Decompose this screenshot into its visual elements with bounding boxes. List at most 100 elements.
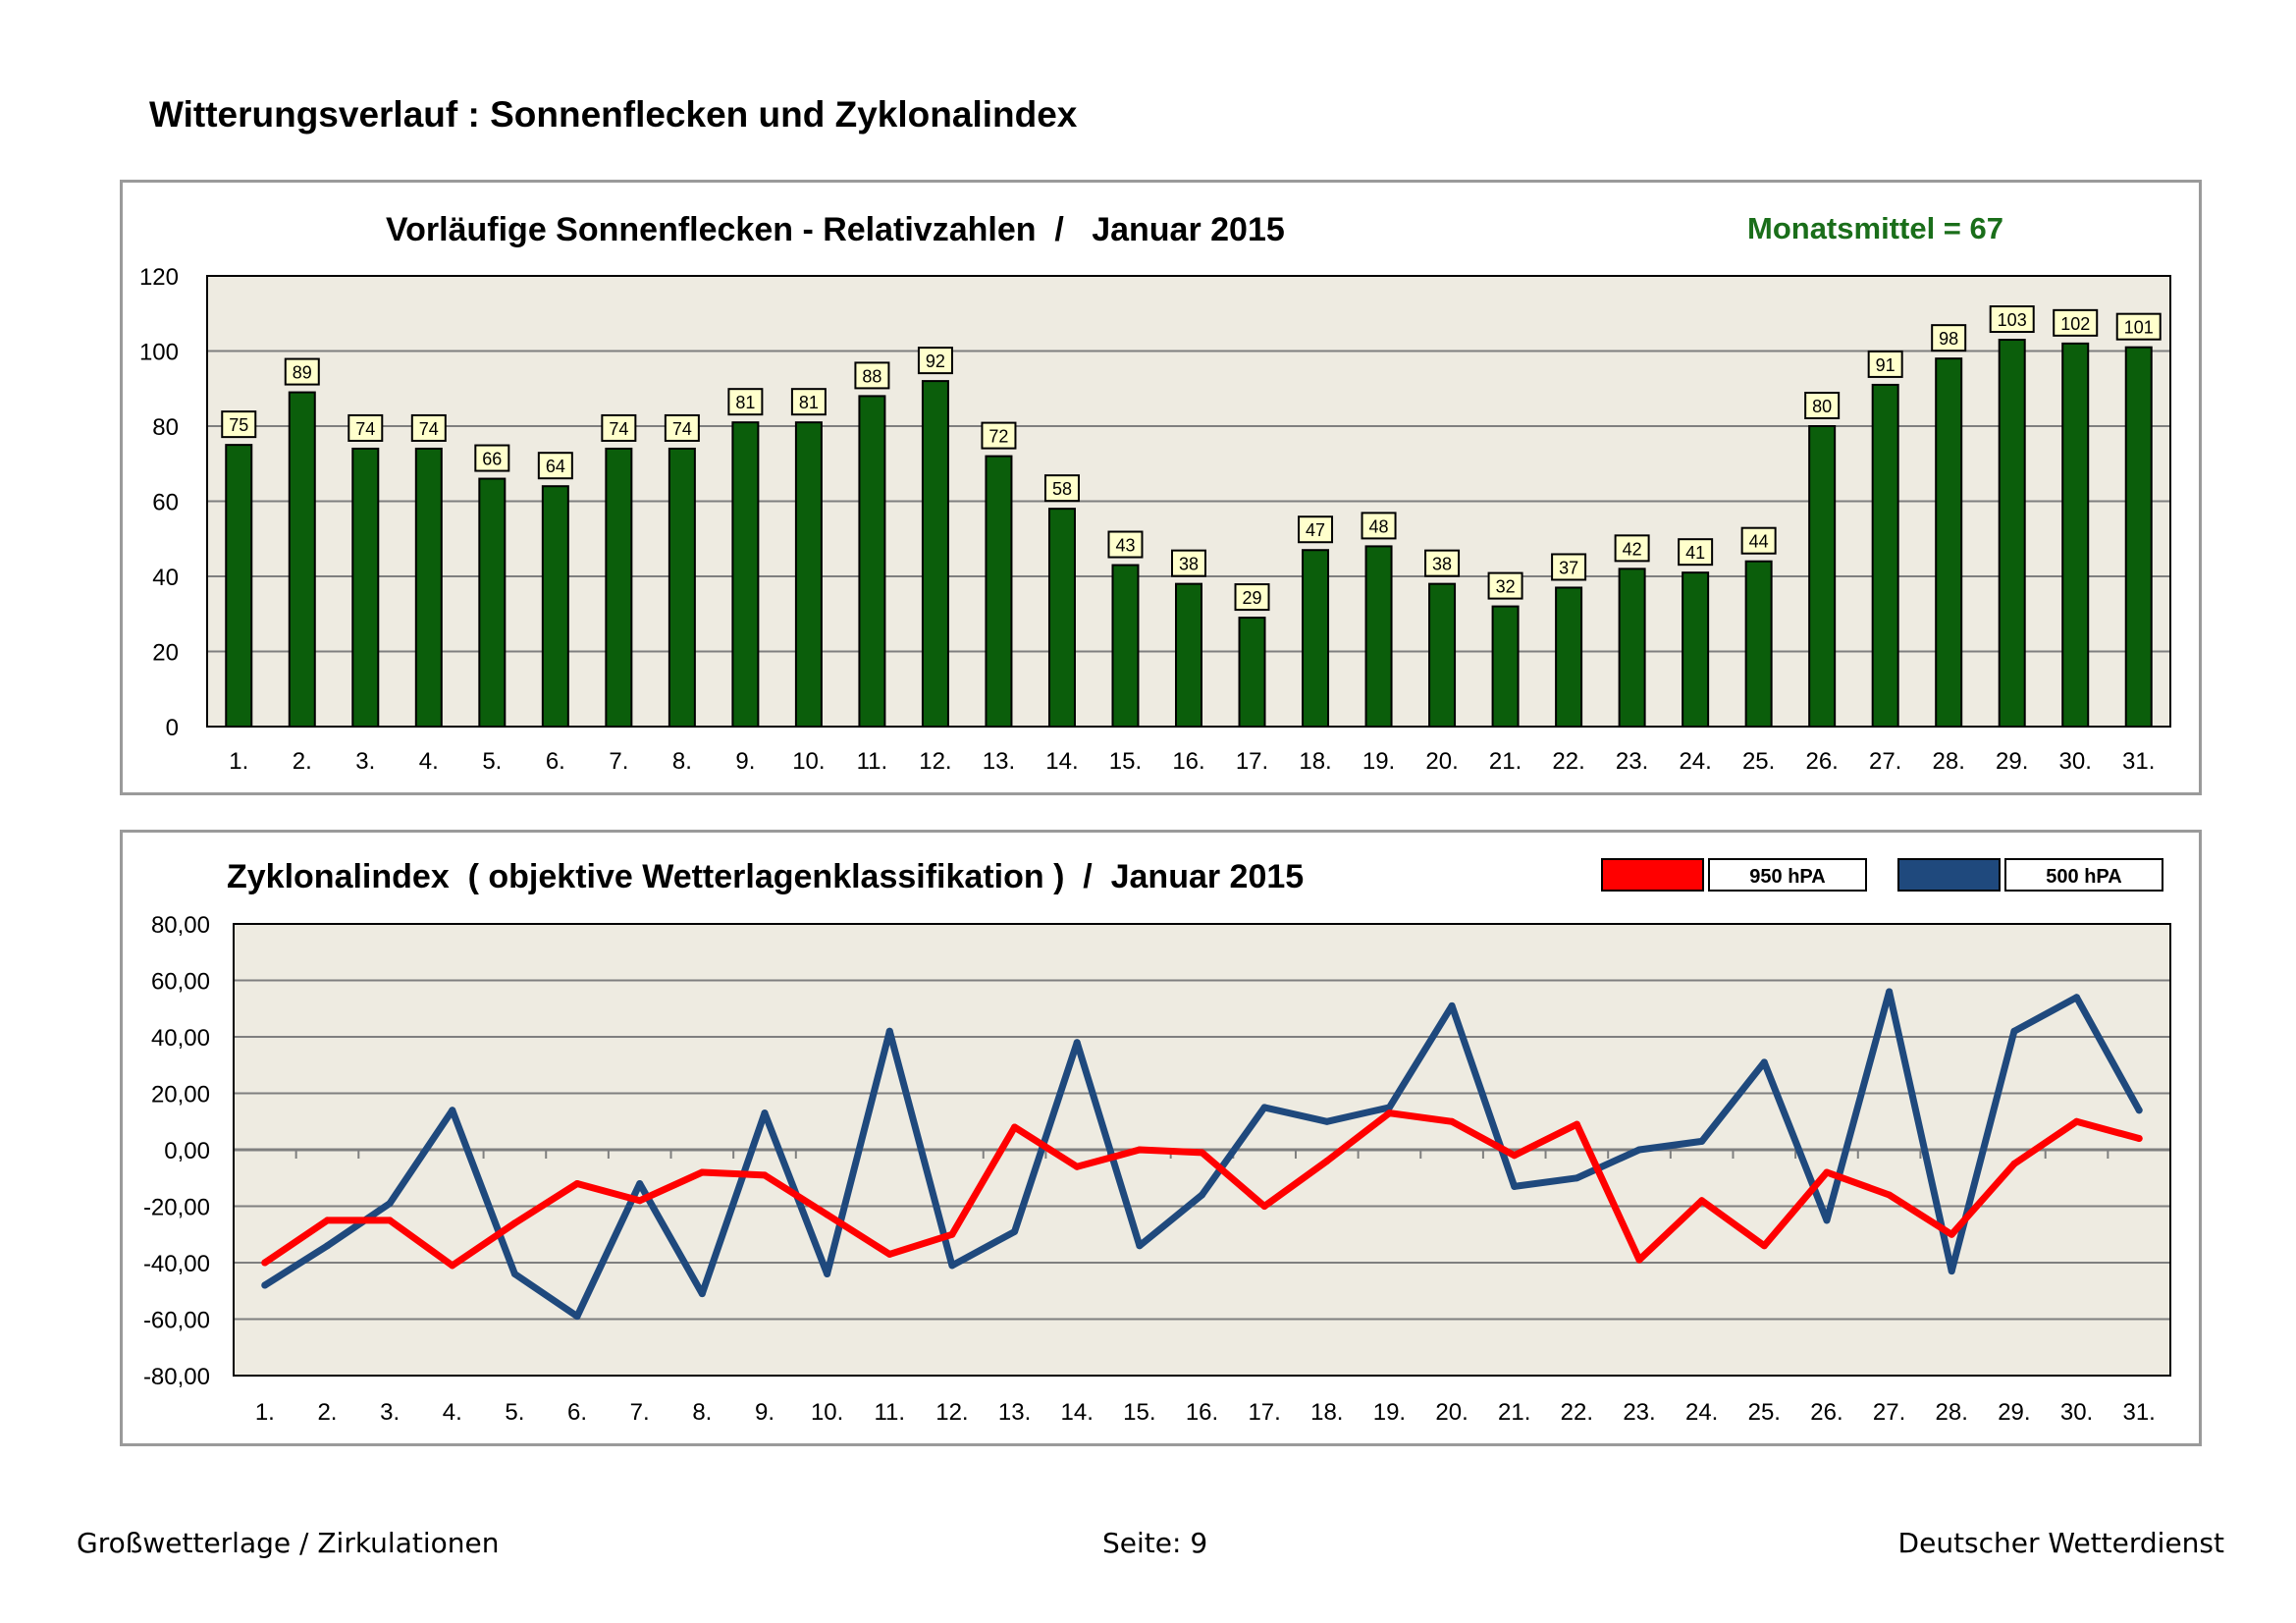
- bar-day-24: [1682, 571, 1710, 728]
- bar-y-tick-label: 40: [152, 565, 179, 591]
- line-x-tick-label: 9.: [755, 1399, 774, 1426]
- data-point-950-hpa: [1698, 1197, 1706, 1205]
- bar-x-tick-label: 24.: [1679, 748, 1711, 775]
- bar-day-26: [1808, 425, 1837, 728]
- bar-value-label-box: [981, 421, 1017, 450]
- line-x-tick-label: 18.: [1310, 1399, 1343, 1426]
- bar-chart-title: Vorläufige Sonnenflecken - Relativzahlen…: [386, 211, 1285, 248]
- data-point-950-hpa: [1073, 1163, 1081, 1170]
- bar-value-label-box: [537, 452, 573, 480]
- bar-day-15: [1111, 564, 1140, 729]
- bar-value-label-box: [1740, 526, 1777, 555]
- bar-value-label-box: [2115, 312, 2162, 341]
- data-point-500-hpa: [1073, 1039, 1081, 1047]
- line-plot-frame: [233, 923, 2171, 1377]
- bar-value-label: 66: [482, 450, 502, 469]
- bar-x-tick-label: 17.: [1236, 748, 1268, 775]
- data-point-950-hpa: [1823, 1168, 1831, 1176]
- bar-value-label: 74: [419, 419, 439, 439]
- bar-value-label: 98: [1939, 329, 1958, 349]
- data-point-950-hpa: [1260, 1203, 1268, 1210]
- bar-day-13: [985, 455, 1013, 728]
- bar-value-label: 29: [1243, 588, 1262, 608]
- bar-value-label-box: [1171, 549, 1206, 577]
- bar-day-10: [794, 421, 823, 728]
- line-x-tick-label: 15.: [1123, 1399, 1155, 1426]
- line-x-tick-label: 26.: [1810, 1399, 1842, 1426]
- line-x-tick-label: 13.: [998, 1399, 1031, 1426]
- bar-day-2: [288, 391, 316, 728]
- data-point-950-hpa: [1948, 1230, 1955, 1238]
- data-point-950-hpa: [1573, 1120, 1580, 1128]
- data-point-500-hpa: [323, 1242, 331, 1250]
- bar-x-tick-label: 18.: [1299, 748, 1331, 775]
- monthly-mean-annotation: Monatsmittel = 67: [1747, 211, 2003, 245]
- bar-value-label-box: [1614, 534, 1650, 563]
- bar-value-label-box: [221, 410, 257, 439]
- data-point-500-hpa: [948, 1262, 956, 1270]
- bar-day-8: [667, 447, 696, 728]
- bar-x-tick-label: 12.: [919, 748, 951, 775]
- bar-value-label: 44: [1749, 532, 1769, 552]
- bar-value-label: 41: [1685, 543, 1705, 563]
- line-y-tick-label: 0,00: [164, 1138, 210, 1164]
- line-x-tick-label: 22.: [1561, 1399, 1593, 1426]
- bar-value-label: 101: [2124, 318, 2154, 338]
- line-x-tick-label: 5.: [505, 1399, 524, 1426]
- bar-value-label: 74: [609, 419, 628, 439]
- line-x-tick-label: 12.: [935, 1399, 968, 1426]
- data-point-950-hpa: [1199, 1149, 1205, 1157]
- data-point-950-hpa: [2010, 1160, 2018, 1167]
- line-x-tick-label: 24.: [1685, 1399, 1718, 1426]
- bar-value-label-box: [2053, 308, 2099, 337]
- bar-x-tick-label: 7.: [609, 748, 628, 775]
- bar-x-tick-label: 6.: [546, 748, 565, 775]
- data-point-500-hpa: [1698, 1137, 1706, 1145]
- bar-value-label: 74: [672, 419, 692, 439]
- bar-day-1: [225, 444, 253, 728]
- legend-label: 500 hPA: [2046, 866, 2121, 888]
- line-x-tick-label: 11.: [874, 1399, 905, 1426]
- data-point-950-hpa: [510, 1219, 518, 1227]
- bar-x-tick-label: 20.: [1425, 748, 1458, 775]
- bar-x-tick-label: 3.: [355, 748, 375, 775]
- data-point-500-hpa: [1011, 1227, 1019, 1235]
- bar-value-label-box: [284, 357, 320, 386]
- data-point-950-hpa: [1635, 1256, 1643, 1264]
- data-point-950-hpa: [636, 1197, 644, 1205]
- bar-value-label-box: [474, 444, 510, 472]
- data-point-950-hpa: [1323, 1158, 1331, 1164]
- bar-value-label: 58: [1052, 479, 1072, 499]
- data-point-950-hpa: [698, 1168, 706, 1176]
- bar-x-tick-label: 29.: [1996, 748, 2028, 775]
- data-point-950-hpa: [2073, 1117, 2081, 1125]
- line-y-tick-label: -40,00: [143, 1251, 210, 1277]
- bar-day-28: [1935, 357, 1963, 728]
- line-x-tick-label: 19.: [1373, 1399, 1406, 1426]
- data-point-500-hpa: [1323, 1117, 1331, 1125]
- line-x-tick-label: 31.: [2122, 1399, 2155, 1426]
- bar-day-17: [1238, 617, 1266, 729]
- bar-x-tick-label: 25.: [1742, 748, 1775, 775]
- bar-value-label: 89: [293, 363, 312, 383]
- bar-value-label-box: [1989, 305, 2035, 334]
- data-point-950-hpa: [1011, 1123, 1019, 1131]
- bar-y-tick-label: 0: [166, 715, 179, 741]
- bar-value-label-box: [790, 388, 827, 416]
- footer-page-number: Seite: 9: [1102, 1527, 1208, 1559]
- data-point-950-hpa: [1760, 1242, 1768, 1250]
- data-point-500-hpa: [1760, 1058, 1768, 1066]
- bar-value-label: 47: [1306, 520, 1325, 540]
- data-point-500-hpa: [1948, 1268, 1955, 1275]
- data-point-950-hpa: [1511, 1152, 1519, 1160]
- data-point-950-hpa: [948, 1230, 956, 1238]
- bar-day-4: [414, 447, 443, 728]
- bar-x-tick-label: 10.: [792, 748, 825, 775]
- line-chart-title: Zyklonalindex ( objektive Wetterlagenkla…: [227, 858, 1304, 895]
- bar-value-label: 81: [735, 393, 755, 412]
- data-point-950-hpa: [1448, 1117, 1456, 1125]
- bar-value-label-box: [1487, 571, 1523, 600]
- line-y-tick-label: 20,00: [151, 1082, 210, 1109]
- line-y-tick-label: 40,00: [151, 1025, 210, 1052]
- data-point-500-hpa: [2073, 994, 2081, 1001]
